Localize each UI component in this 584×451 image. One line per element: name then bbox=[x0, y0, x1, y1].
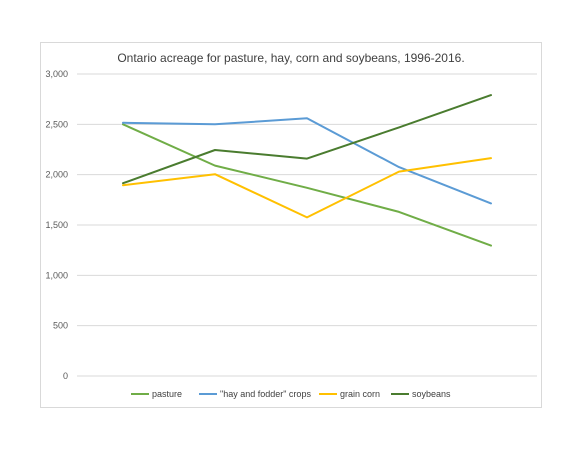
y-axis-ticks: 0 500 1,000 1,500 2,000 2,500 3,000 bbox=[45, 69, 68, 381]
y-tick-label: 2,500 bbox=[45, 119, 68, 129]
y-tick-label: 0 bbox=[63, 371, 68, 381]
y-tick-label: 1,500 bbox=[45, 220, 68, 230]
series-line bbox=[122, 117, 492, 205]
y-tick-label: 3,000 bbox=[45, 69, 68, 79]
series-line bbox=[122, 157, 492, 219]
series-line bbox=[122, 94, 492, 185]
legend-label: soybeans bbox=[412, 389, 451, 399]
legend-label: grain corn bbox=[340, 389, 380, 399]
series-lines bbox=[122, 94, 492, 247]
legend-label: "hay and fodder" crops bbox=[220, 389, 311, 399]
legend: pasture "hay and fodder" crops grain corn s… bbox=[131, 389, 451, 399]
y-tick-label: 1,000 bbox=[45, 270, 68, 280]
chart-title: Ontario acreage for pasture, hay, corn a… bbox=[117, 51, 464, 65]
series-line bbox=[122, 123, 492, 247]
gridlines bbox=[77, 73, 537, 377]
legend-label: pasture bbox=[152, 389, 182, 399]
y-tick-label: 2,000 bbox=[45, 170, 68, 180]
y-tick-label: 500 bbox=[53, 321, 68, 331]
